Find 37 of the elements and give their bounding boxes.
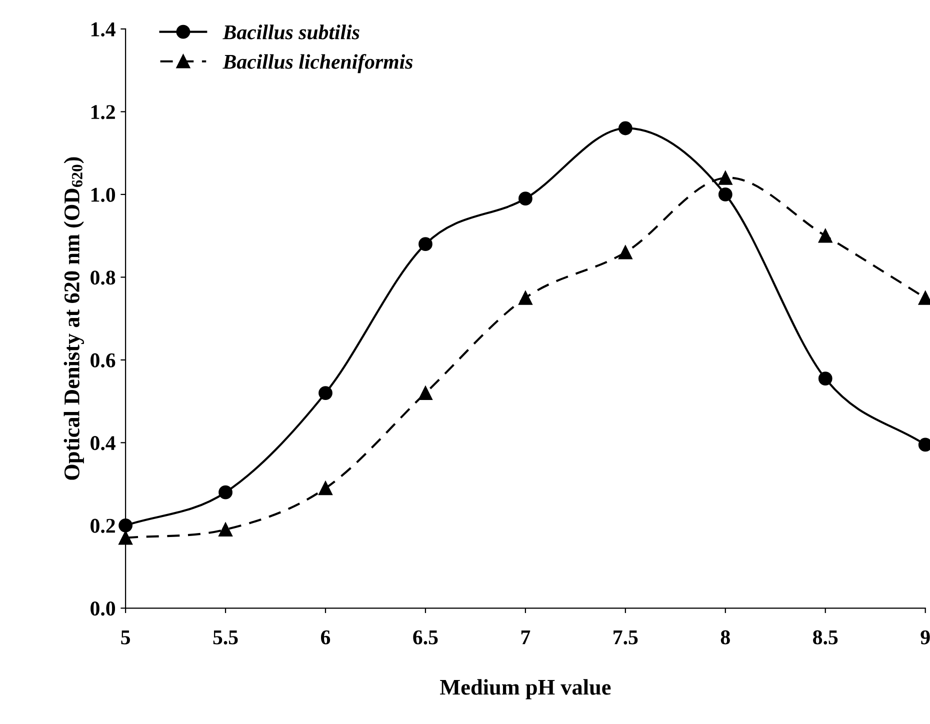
- x-tick-label: 9: [920, 630, 930, 644]
- point: [218, 485, 232, 500]
- point: [518, 192, 532, 206]
- point: [418, 386, 432, 400]
- x-tick-label: 7.5: [614, 630, 638, 644]
- point: [218, 522, 232, 536]
- x-tick-label: 8: [720, 630, 730, 644]
- point: [618, 121, 632, 136]
- point: [518, 290, 532, 305]
- point: [818, 228, 832, 243]
- y-tick-label: 0.6: [90, 353, 116, 368]
- x-tick-label: 7: [521, 630, 530, 644]
- x-tick-label: 5: [121, 630, 130, 644]
- point: [318, 481, 332, 496]
- x-axis-title: Medium pH value: [440, 679, 611, 700]
- y-tick-label: 1.0: [91, 188, 116, 202]
- x-tick-label: 6: [321, 630, 330, 644]
- point: [118, 530, 132, 545]
- y-tick-label: 0.0: [90, 602, 116, 616]
- y-tick-label: 1.4: [91, 22, 116, 36]
- point: [718, 188, 732, 202]
- y-tick-label: 0.8: [90, 270, 116, 285]
- x-tick-label: 8.5: [813, 630, 838, 644]
- point: [718, 170, 732, 185]
- legend-label: Bacillus licheniformis: [222, 54, 413, 74]
- point: [618, 245, 632, 260]
- point: [318, 386, 332, 400]
- legend-label: Bacillus subtilis: [222, 24, 360, 40]
- y-tick-label: 0.2: [90, 518, 115, 533]
- point: [418, 237, 432, 252]
- point: [818, 372, 832, 386]
- y-tick-label: 1.2: [91, 105, 115, 120]
- y-axis-title: Optical Denisty at 620 nm (OD$_{620}$): [64, 157, 84, 480]
- x-tick-label: 5.5: [213, 630, 238, 644]
- x-tick-label: 6.5: [413, 630, 438, 644]
- point: [118, 518, 132, 532]
- y-tick-label: 0.4: [90, 436, 116, 450]
